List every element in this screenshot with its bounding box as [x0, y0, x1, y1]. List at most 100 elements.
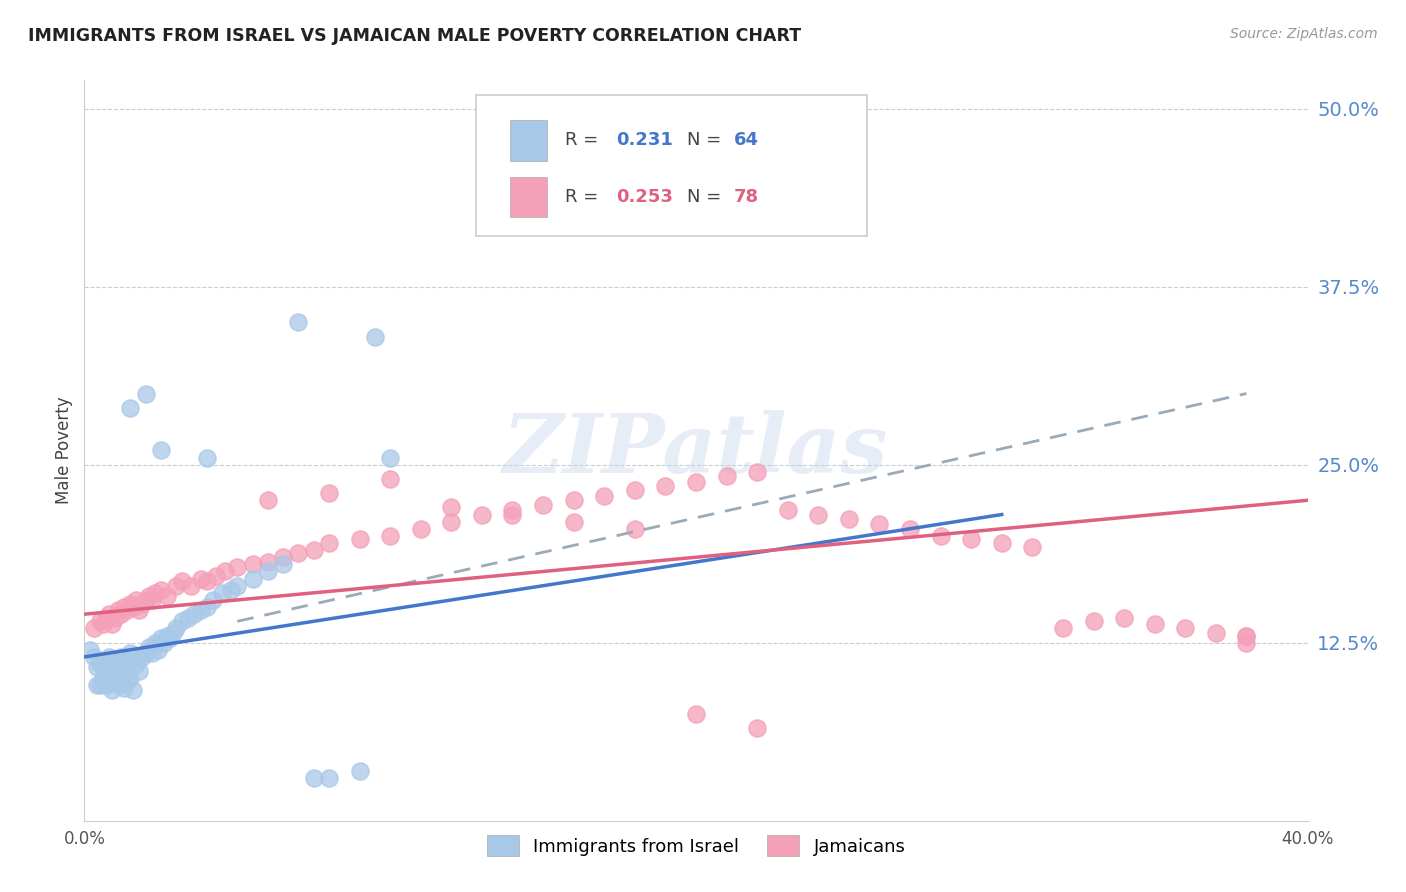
Point [112, 660, 135, 674]
Point [1021, 541, 1043, 555]
Point [380, 450, 402, 465]
Point [624, 522, 647, 536]
Point [302, 771, 325, 785]
Point [97, 607, 120, 622]
Point [1114, 611, 1136, 625]
Point [349, 764, 371, 778]
Point [131, 597, 153, 611]
Point [302, 543, 325, 558]
Point [89, 615, 111, 629]
Point [562, 515, 585, 529]
Point [807, 508, 830, 522]
Point [120, 671, 142, 685]
Legend: Immigrants from Israel, Jamaicans: Immigrants from Israel, Jamaicans [479, 828, 912, 863]
Text: ZIPatlas: ZIPatlas [503, 410, 889, 491]
Point [94, 678, 117, 692]
Point [1236, 628, 1258, 642]
Text: IMMIGRANTS FROM ISRAEL VS JAMAICAN MALE POVERTY CORRELATION CHART: IMMIGRANTS FROM ISRAEL VS JAMAICAN MALE … [28, 27, 801, 45]
Point [190, 572, 212, 586]
Point [115, 674, 138, 689]
Point [86, 660, 108, 674]
Point [991, 536, 1014, 550]
Point [502, 503, 524, 517]
Text: 64: 64 [734, 131, 759, 149]
Point [226, 579, 249, 593]
Point [1083, 615, 1105, 629]
Point [122, 649, 145, 664]
Point [162, 625, 184, 640]
Point [349, 532, 371, 546]
Point [654, 479, 676, 493]
Point [143, 635, 166, 649]
Point [125, 593, 148, 607]
Point [135, 593, 157, 607]
Point [135, 646, 157, 660]
Text: N =: N = [688, 188, 727, 206]
Point [716, 469, 738, 483]
Point [149, 443, 172, 458]
Point [89, 678, 111, 692]
Point [135, 386, 157, 401]
Point [120, 401, 142, 415]
Point [318, 486, 340, 500]
Point [271, 558, 294, 572]
Point [104, 654, 127, 668]
Point [380, 529, 402, 543]
Point [929, 529, 952, 543]
Point [409, 522, 432, 536]
Point [128, 603, 150, 617]
Point [257, 565, 280, 579]
Point [122, 682, 145, 697]
Point [172, 574, 194, 589]
Point [201, 593, 224, 607]
Point [138, 589, 160, 603]
Point [685, 475, 707, 489]
Text: R =: R = [565, 131, 605, 149]
Point [91, 654, 114, 668]
Point [257, 493, 280, 508]
Point [110, 671, 132, 685]
Point [747, 721, 769, 735]
FancyBboxPatch shape [475, 95, 868, 235]
Point [141, 646, 163, 660]
Point [156, 589, 179, 603]
Point [110, 649, 132, 664]
Point [83, 649, 105, 664]
Point [624, 483, 647, 498]
Point [177, 611, 200, 625]
Point [242, 558, 264, 572]
Text: 0.231: 0.231 [616, 131, 673, 149]
Point [1174, 622, 1197, 636]
Point [104, 674, 127, 689]
FancyBboxPatch shape [510, 120, 547, 161]
Point [190, 603, 212, 617]
Point [271, 550, 294, 565]
Point [110, 607, 132, 622]
Point [869, 517, 891, 532]
Point [211, 586, 233, 600]
Point [195, 574, 218, 589]
Point [101, 617, 124, 632]
Point [165, 622, 187, 636]
Point [898, 522, 921, 536]
Point [146, 642, 169, 657]
Point [960, 532, 983, 546]
Point [115, 603, 138, 617]
Point [115, 654, 138, 668]
Point [94, 611, 117, 625]
Point [107, 603, 129, 617]
Point [125, 657, 148, 671]
Point [214, 565, 236, 579]
Point [89, 657, 111, 671]
Point [172, 615, 194, 629]
Point [122, 600, 145, 615]
Text: R =: R = [565, 188, 605, 206]
Point [143, 586, 166, 600]
Point [531, 498, 554, 512]
Point [287, 546, 309, 560]
Point [440, 500, 463, 515]
Point [838, 512, 860, 526]
Point [380, 472, 402, 486]
Point [747, 465, 769, 479]
Point [128, 664, 150, 678]
